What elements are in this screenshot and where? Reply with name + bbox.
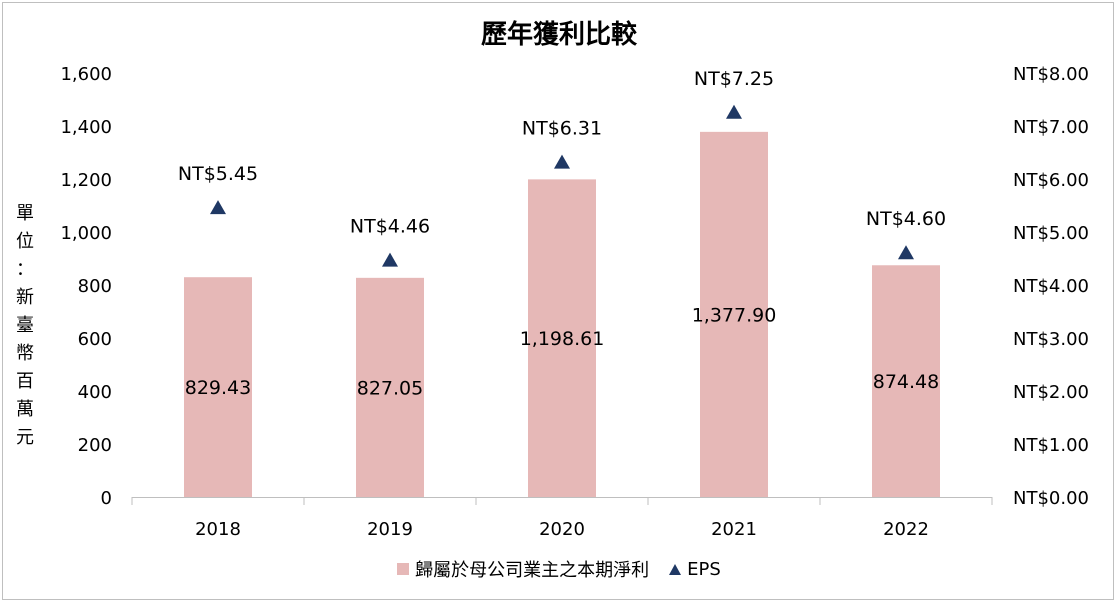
legend-item-eps: EPS [669, 559, 721, 580]
bar [528, 179, 596, 497]
y-right-tick-label: NT$5.00 [1013, 223, 1089, 244]
eps-data-label: NT$6.31 [522, 118, 602, 140]
bar-data-label: 1,377.90 [692, 304, 777, 326]
bar [184, 277, 252, 497]
y-left-tick-label: 800 [78, 276, 112, 297]
y-axis-unit-char: 萬 [16, 399, 34, 420]
y-left-tick-label: 200 [78, 435, 112, 456]
y-right-tick-label: NT$3.00 [1013, 329, 1089, 350]
bar-data-label: 827.05 [357, 377, 423, 399]
eps-data-label: NT$7.25 [694, 68, 774, 90]
y-left-tick-label: 0 [101, 488, 112, 509]
x-tick-label: 2022 [883, 519, 929, 540]
legend-label-eps: EPS [687, 558, 721, 580]
eps-data-label: NT$4.46 [350, 216, 430, 238]
x-tick-label: 2021 [711, 519, 757, 540]
y-axis-unit-char: 新 [16, 287, 34, 308]
x-tick-label: 2018 [195, 519, 241, 540]
y-left-tick-label: 1,400 [60, 117, 112, 138]
y-right-tick-label: NT$4.00 [1013, 276, 1089, 297]
y-axis-unit-char: 單 [16, 203, 34, 224]
eps-triangle-marker [726, 104, 742, 119]
y-axis-unit-char: 元 [16, 427, 34, 448]
eps-data-label: NT$4.60 [866, 208, 946, 230]
y-left-tick-label: 400 [78, 382, 112, 403]
y-right-tick-label: NT$8.00 [1013, 64, 1089, 85]
bar-data-label: 829.43 [185, 377, 251, 399]
y-axis-unit-char: 百 [16, 371, 34, 392]
legend-label-net-income: 歸屬於母公司業主之本期淨利 [415, 560, 650, 581]
y-axis-unit-char: 幣 [16, 343, 34, 364]
legend-item-net-income: 歸屬於母公司業主之本期淨利 [397, 556, 649, 582]
legend: 歸屬於母公司業主之本期淨利 EPS [0, 556, 1118, 582]
eps-triangle-marker [210, 200, 226, 215]
bar [700, 131, 768, 497]
y-axis-unit-char: 位 [16, 231, 34, 252]
y-left-tick-label: 1,200 [60, 170, 112, 191]
chart-title: 歷年獲利比較 [480, 20, 637, 50]
eps-triangle-marker [554, 154, 570, 169]
x-tick-label: 2019 [367, 519, 413, 540]
legend-triangle-icon [669, 563, 682, 575]
bar [356, 277, 424, 497]
y-left-tick-label: 600 [78, 329, 112, 350]
y-axis-unit-char: ： [16, 259, 34, 280]
x-tick-label: 2020 [539, 519, 585, 540]
y-right-tick-label: NT$6.00 [1013, 170, 1089, 191]
bar [872, 265, 940, 497]
legend-swatch-net-income [397, 563, 410, 575]
y-right-tick-label: NT$0.00 [1013, 488, 1089, 509]
eps-triangle-marker [382, 252, 398, 267]
y-left-tick-label: 1,600 [60, 64, 112, 85]
bar-data-label: 874.48 [873, 371, 939, 393]
bar-data-label: 1,198.61 [520, 328, 605, 350]
y-right-tick-label: NT$7.00 [1013, 117, 1089, 138]
y-left-tick-label: 1,000 [60, 223, 112, 244]
y-axis-unit-char: 臺 [16, 315, 34, 336]
y-right-tick-label: NT$1.00 [1013, 435, 1089, 456]
eps-triangle-marker [898, 245, 914, 260]
y-right-tick-label: NT$2.00 [1013, 382, 1089, 403]
y-axis-unit-label: 單位 ： 新臺幣百萬元 [12, 200, 38, 452]
eps-data-label: NT$5.45 [178, 163, 258, 185]
